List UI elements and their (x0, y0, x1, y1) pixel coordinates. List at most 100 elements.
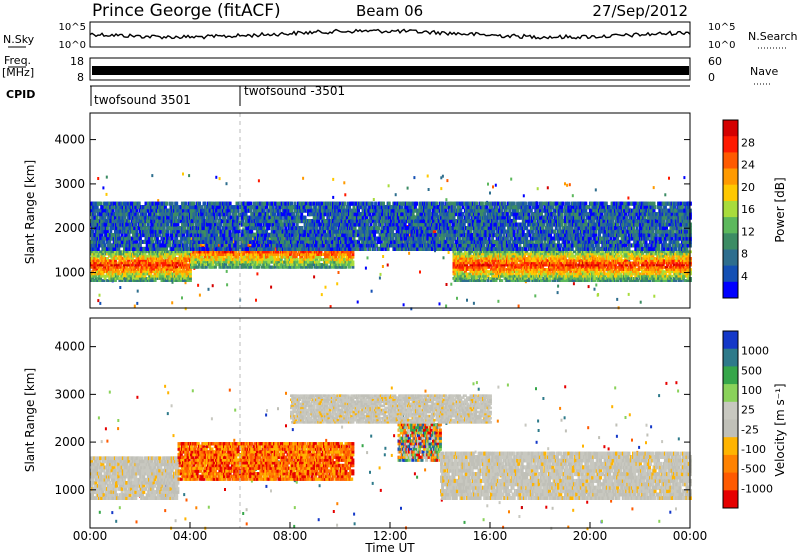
echo-cell (338, 250, 342, 254)
echo-cell (215, 263, 218, 267)
echo-cell (201, 252, 205, 256)
echo-cell (179, 270, 183, 274)
echo-cell (169, 270, 173, 274)
echo-cell (168, 279, 172, 282)
echo-cell (98, 272, 101, 276)
echo-cell (99, 265, 103, 269)
echo-cell (112, 274, 116, 278)
echo-cell (269, 252, 273, 256)
echo-cell (325, 263, 329, 267)
echo-cell (320, 293, 323, 297)
echo-cell (333, 263, 337, 267)
echo-cell (639, 300, 642, 304)
echo-cell (209, 263, 213, 267)
echo-cell (325, 255, 329, 259)
echo-cell (213, 265, 217, 269)
echo-cell (452, 261, 456, 265)
echo-cell (253, 255, 257, 259)
echo-cell (157, 199, 160, 203)
echo-cell (127, 257, 131, 260)
echo-cell (144, 259, 148, 263)
echo-cell (260, 252, 264, 256)
echo-cell (97, 299, 100, 303)
echo-cell (419, 270, 421, 274)
echo-cell (628, 259, 631, 263)
echo-cell (163, 277, 167, 280)
echo-cell (185, 272, 189, 276)
echo-cell (130, 263, 134, 267)
echo-cell (107, 274, 110, 278)
echo-cell (279, 258, 283, 262)
echo-cell (298, 265, 301, 269)
echo-cell (151, 174, 154, 178)
echo-cell (176, 272, 180, 276)
echo-cell (92, 274, 96, 278)
echo-cell (213, 260, 217, 264)
echo-cell (291, 260, 295, 264)
echo-cell (325, 260, 329, 264)
nsearch-tick-high: 10^5 (708, 22, 735, 33)
echo-cell (593, 287, 596, 291)
echo-cell (251, 263, 255, 267)
echo-cell (105, 263, 109, 267)
echo-cell (193, 252, 197, 256)
echo-cell (170, 277, 174, 280)
echo-cell (440, 176, 443, 180)
echo-cell (216, 255, 220, 259)
echo-cell (284, 252, 288, 256)
echo-cell (98, 293, 101, 297)
echo-cell (219, 250, 223, 254)
echo-cell (143, 274, 147, 278)
echo-cell (249, 265, 253, 269)
echo-cell (111, 252, 115, 256)
echo-cell (135, 252, 139, 256)
echo-cell (146, 277, 150, 280)
echo-cell (113, 259, 117, 263)
echo-cell (236, 255, 240, 259)
echo-cell (305, 250, 309, 254)
echo-cell (324, 250, 328, 254)
echo-cell (276, 255, 280, 259)
echo-cell (266, 255, 270, 259)
freq-panel-frame (89, 57, 691, 81)
freq-tick-high: 18 (70, 55, 84, 68)
echo-cell (129, 279, 133, 282)
echo-cell (301, 252, 305, 256)
echo-cell (294, 250, 298, 254)
echo-cell (105, 192, 108, 196)
echo-cell (489, 191, 491, 195)
echo-cell (324, 285, 327, 289)
echo-cell (492, 185, 494, 189)
echo-cell (181, 296, 183, 300)
echo-cell (406, 186, 409, 190)
echo-cell (510, 177, 513, 181)
echo-cell (138, 277, 142, 280)
echo-cell (381, 265, 384, 268)
echo-cell (105, 270, 109, 274)
echo-cell (211, 284, 214, 288)
echo-cell (310, 265, 314, 269)
echo-cell (171, 280, 174, 284)
echo-cell (158, 265, 162, 269)
echo-cell (338, 260, 342, 264)
echo-cell (135, 274, 139, 278)
echo-cell (266, 250, 270, 254)
echo-cell (113, 261, 117, 265)
echo-cell (557, 284, 560, 288)
nsearch-label: N.Search (748, 30, 798, 43)
echo-cell (179, 279, 183, 282)
echo-cell (201, 263, 205, 267)
echo-cell (159, 250, 163, 254)
echo-cell (136, 301, 139, 305)
echo-cell (330, 252, 334, 256)
echo-cell (312, 263, 316, 267)
echo-cell (178, 252, 182, 256)
echo-cell (149, 261, 153, 265)
echo-cell (213, 255, 217, 259)
echo-cell (153, 263, 157, 267)
echo-cell (176, 261, 180, 265)
echo-cell (344, 193, 347, 197)
echo-cell (243, 255, 247, 259)
echo-cell (151, 268, 155, 271)
echo-cell (441, 174, 444, 178)
